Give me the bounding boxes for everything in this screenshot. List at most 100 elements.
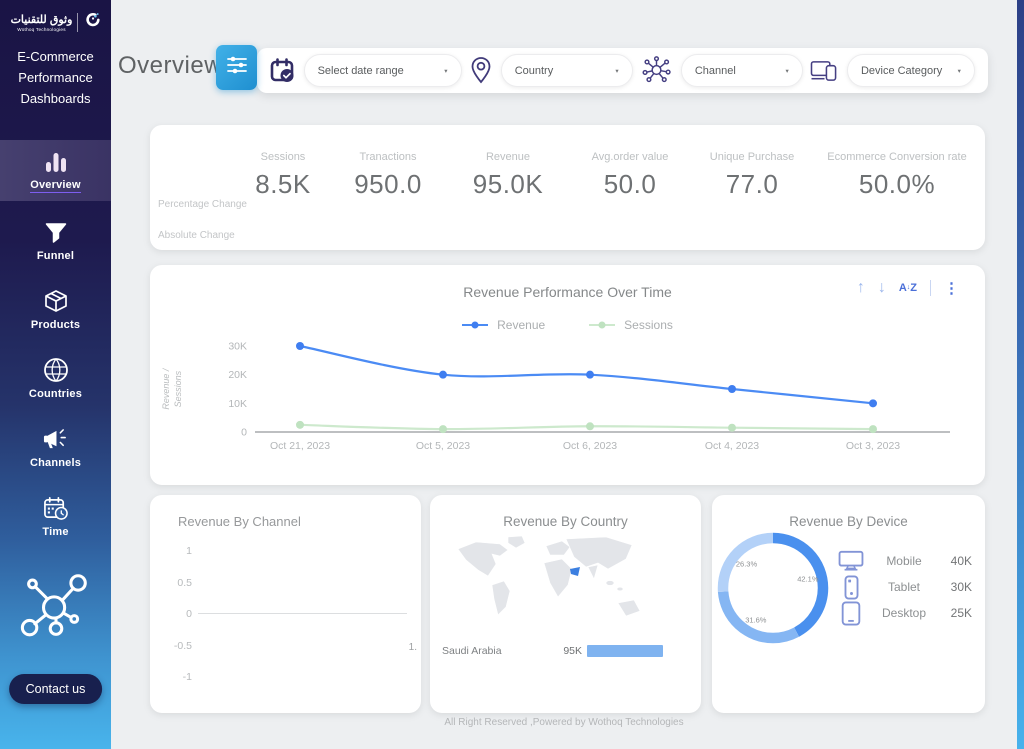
dropdown-placeholder: Channel bbox=[694, 64, 736, 77]
world-map bbox=[457, 535, 641, 617]
sort-az-icon[interactable]: A↓Z bbox=[898, 281, 917, 294]
chart-title: Revenue Performance Over Time bbox=[463, 284, 672, 300]
contact-us-button[interactable]: Contact us bbox=[8, 674, 103, 704]
sidebar-item-time[interactable]: Time bbox=[0, 487, 111, 546]
kpi-row-label-absolute-change: Absolute Change bbox=[158, 230, 235, 241]
location-pin-icon bbox=[469, 56, 493, 85]
kpi-row-label-percentage-change: Percentage Change bbox=[158, 199, 247, 210]
sidebar-item-label: Overview bbox=[30, 179, 81, 193]
scrollbar[interactable] bbox=[1017, 0, 1024, 749]
kpi-value: 8.5K bbox=[255, 169, 311, 199]
donut-chart bbox=[717, 532, 829, 644]
dropdown-placeholder: Device Category bbox=[860, 64, 943, 77]
sidebar-item-label: Funnel bbox=[36, 250, 75, 262]
footer-text: All Right Reserved ,Powered by Wothoq Te… bbox=[444, 717, 684, 728]
sidebar-item-countries[interactable]: Countries bbox=[0, 349, 111, 408]
kpi-metric: Ecommerce Conversion rate 50.0% bbox=[827, 151, 966, 200]
line-chart: 0 10K 20K 30K Oct 21, 2023 Oct 5, 2023 Oct 6, … bbox=[228, 341, 950, 452]
wothoq-logo-icon bbox=[83, 11, 101, 33]
legend-item-sessions: Sessions bbox=[589, 318, 673, 332]
y-tick-label: 0.5 bbox=[177, 576, 192, 589]
donut-slice-desktop bbox=[717, 532, 829, 644]
sidebar-item-products[interactable]: Products bbox=[0, 280, 111, 339]
svg-text:Oct 3, 2023: Oct 3, 2023 bbox=[846, 440, 900, 452]
y-tick-label: 0 bbox=[186, 608, 192, 620]
device-value: 25K bbox=[950, 606, 972, 620]
main-content: Overview Select date range ▾ Country ▾ Chann… bbox=[111, 0, 1024, 749]
kpi-label: Ecommerce Conversion rate bbox=[827, 151, 967, 163]
sidebar-item-funnel[interactable]: Funnel bbox=[0, 211, 111, 270]
country-row-label: Saudi Arabia bbox=[442, 645, 502, 657]
network-molecule-icon bbox=[19, 570, 92, 648]
donut-percent-label: 42.1% bbox=[797, 574, 819, 584]
svg-text:Oct 5, 2023: Oct 5, 2023 bbox=[416, 440, 470, 452]
revenue-by-channel-card: Revenue By Channel 1 0.5 0 -0.5 -1 1. bbox=[150, 495, 421, 713]
calendar-clock-icon bbox=[43, 494, 69, 521]
y-tick-label: -1 bbox=[182, 671, 192, 683]
svg-text:30K: 30K bbox=[228, 341, 247, 353]
kpi-value: 50.0% bbox=[858, 169, 936, 199]
kpi-metric: Sessions 8.5K bbox=[255, 151, 311, 200]
country-row-bar bbox=[587, 645, 663, 657]
device-value: 30K bbox=[950, 580, 972, 594]
sidebar-item-label: Channels bbox=[29, 457, 82, 469]
bar-chart-icon bbox=[43, 147, 69, 174]
sidebar-item-label: Products bbox=[30, 319, 81, 331]
device-category-dropdown[interactable]: Device Category ▾ bbox=[846, 54, 975, 87]
toolbar-divider bbox=[930, 280, 931, 296]
map-highlight-saudi-arabia bbox=[570, 567, 580, 576]
donut-percent-label: 26.3% bbox=[735, 559, 758, 569]
kpi-metric: Unique Purchase 77.0 bbox=[710, 151, 794, 200]
dropdown-caret-icon: ▾ bbox=[957, 67, 961, 75]
date-range-dropdown[interactable]: Select date range ▾ bbox=[303, 54, 462, 87]
revenue-by-country-card: Revenue By Country Saudi Arabia 95K bbox=[430, 495, 701, 713]
chart-title: Revenue By Country bbox=[503, 514, 628, 529]
tablet-icon bbox=[836, 600, 866, 626]
legend-swatch bbox=[589, 321, 616, 329]
smartphone-icon bbox=[836, 574, 866, 600]
kpi-label: Revenue bbox=[485, 151, 531, 163]
brand-logo: وثوق للتقنيات Wothoq Technologies bbox=[0, 0, 111, 33]
device-legend-row-tablet: Tablet 30K bbox=[836, 574, 972, 600]
page-title: Overview bbox=[118, 52, 223, 79]
sidebar: وثوق للتقنيات Wothoq Technologies E-Comm… bbox=[0, 0, 111, 749]
kpi-metric: Avg.order value 50.0 bbox=[592, 151, 669, 200]
package-icon bbox=[43, 287, 69, 314]
arrow-up-icon[interactable]: ↑ bbox=[856, 279, 865, 296]
legend-label: Sessions bbox=[624, 318, 673, 332]
device-label: Desktop bbox=[881, 606, 927, 620]
svg-text:0: 0 bbox=[241, 427, 247, 439]
sidebar-item-overview[interactable]: Overview bbox=[0, 140, 111, 201]
donut-slice-tablet bbox=[717, 532, 829, 644]
monitor-icon bbox=[836, 550, 866, 572]
device-label: Mobile bbox=[886, 554, 922, 568]
arrow-down-icon[interactable]: ↓ bbox=[877, 279, 886, 296]
filter-bar: Select date range ▾ Country ▾ Channel ▾ Device… bbox=[257, 48, 988, 93]
sidebar-nav: Overview Funnel Products Countries Channels T… bbox=[0, 140, 111, 556]
megaphone-icon bbox=[42, 425, 69, 452]
chart-title: Revenue By Device bbox=[789, 514, 908, 529]
svg-text:Oct 21, 2023: Oct 21, 2023 bbox=[270, 440, 330, 452]
kpi-label: Unique Purchase bbox=[709, 151, 795, 163]
brand-logo-subtitle: Wothoq Technologies bbox=[17, 26, 66, 32]
donut-percent-label: 31.6% bbox=[745, 615, 767, 625]
country-dropdown[interactable]: Country ▾ bbox=[500, 54, 633, 87]
y-tick-label: 1 bbox=[186, 545, 192, 557]
svg-text:Oct 6, 2023: Oct 6, 2023 bbox=[563, 440, 617, 452]
chart-title: Revenue By Channel bbox=[178, 514, 301, 529]
kebab-menu-icon[interactable]: ⋮ bbox=[944, 279, 959, 297]
network-hub-icon bbox=[640, 55, 673, 86]
kpi-value: 95.0K bbox=[472, 169, 544, 199]
kpi-label: Avg.order value bbox=[591, 151, 669, 163]
sliders-icon bbox=[226, 54, 248, 81]
kpi-metric: Revenue 95.0K bbox=[473, 151, 543, 200]
dropdown-placeholder: Select date range bbox=[317, 64, 404, 77]
chart-toolbar: ↑ ↓ A↓Z ⋮ bbox=[857, 280, 959, 296]
sidebar-item-label: Countries bbox=[28, 388, 83, 400]
filter-settings-button[interactable] bbox=[216, 45, 257, 90]
channel-dropdown[interactable]: Channel ▾ bbox=[680, 54, 803, 87]
funnel-icon bbox=[44, 218, 68, 245]
kpi-metric: Tranactions 950.0 bbox=[354, 151, 422, 200]
sidebar-item-channels[interactable]: Channels bbox=[0, 418, 111, 477]
zero-axis-line bbox=[198, 613, 407, 614]
